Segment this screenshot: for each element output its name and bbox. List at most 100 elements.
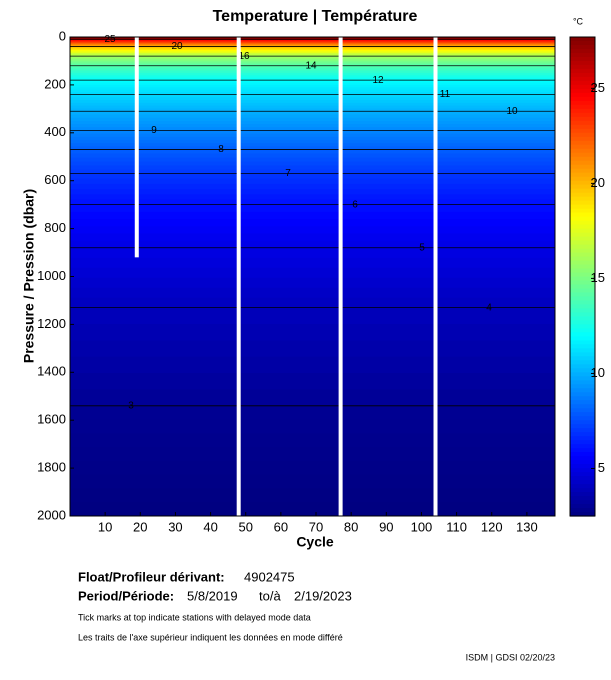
colorbar-step bbox=[570, 60, 595, 66]
colorbar-step bbox=[570, 84, 595, 90]
colorbar-step bbox=[570, 384, 595, 389]
band bbox=[70, 42, 555, 45]
colorbar-step bbox=[570, 416, 595, 421]
y-tick-label: 2000 bbox=[37, 507, 66, 522]
band bbox=[70, 60, 555, 64]
colorbar-step bbox=[570, 468, 595, 473]
band bbox=[70, 389, 555, 407]
band bbox=[70, 117, 555, 122]
colorbar-step bbox=[570, 52, 595, 58]
band bbox=[70, 59, 555, 62]
isotherm-label: 5 bbox=[419, 242, 425, 253]
band bbox=[70, 169, 555, 175]
colorbar-step bbox=[570, 300, 595, 306]
colorbar-step bbox=[570, 488, 595, 493]
colorbar-step bbox=[570, 328, 595, 333]
colorbar-step bbox=[570, 452, 595, 457]
period-sep: to/à bbox=[259, 588, 281, 603]
colorbar-tick-label: 20 bbox=[591, 175, 605, 190]
colorbar-step bbox=[570, 448, 595, 453]
isotherm-label: 7 bbox=[285, 168, 291, 179]
band bbox=[70, 87, 555, 91]
band bbox=[70, 46, 555, 49]
band bbox=[70, 194, 555, 200]
colorbar-tick-label: 5 bbox=[598, 460, 605, 475]
colorbar-step bbox=[570, 80, 595, 86]
band bbox=[70, 307, 555, 325]
missing-cycle bbox=[134, 37, 139, 258]
colorbar-step bbox=[570, 472, 595, 477]
colorbar-step bbox=[570, 208, 595, 214]
colorbar-step bbox=[570, 236, 595, 242]
colorbar-step bbox=[570, 184, 595, 190]
colorbar-step bbox=[570, 244, 595, 250]
colorbar-tick-label: 10 bbox=[591, 365, 605, 380]
x-tick-label: 60 bbox=[274, 519, 288, 534]
band bbox=[70, 130, 555, 135]
band bbox=[70, 105, 555, 109]
x-tick-label: 110 bbox=[446, 519, 467, 534]
x-tick-label: 120 bbox=[481, 519, 503, 534]
colorbar-step bbox=[570, 212, 595, 218]
colorbar-step bbox=[570, 272, 595, 278]
band bbox=[70, 324, 555, 341]
colorbar-step bbox=[570, 368, 595, 373]
band bbox=[70, 48, 555, 51]
y-tick-label: 1800 bbox=[37, 460, 66, 475]
float-label: Float/Profileur dérivant: bbox=[78, 569, 225, 584]
band bbox=[70, 153, 555, 159]
missing-cycle bbox=[433, 37, 438, 516]
colorbar-step bbox=[570, 428, 595, 433]
isotherm-label: 14 bbox=[305, 60, 317, 71]
y-tick-label: 800 bbox=[44, 220, 66, 235]
x-tick-label: 20 bbox=[133, 519, 147, 534]
y-tick-label: 200 bbox=[44, 76, 66, 91]
colorbar-step bbox=[570, 412, 595, 417]
colorbar-step bbox=[570, 136, 595, 142]
colorbar-step bbox=[570, 276, 595, 282]
isotherm-label: 9 bbox=[151, 125, 157, 136]
colorbar-step bbox=[570, 124, 595, 130]
colorbar-step bbox=[570, 344, 595, 349]
band bbox=[70, 108, 555, 112]
colorbar-step bbox=[570, 64, 595, 70]
note-fr: Les traits de l'axe supérieur indiquent … bbox=[78, 632, 343, 642]
band bbox=[70, 77, 555, 81]
colorbar-step bbox=[570, 352, 595, 357]
colorbar-step bbox=[570, 128, 595, 134]
isotherm-label: 6 bbox=[352, 199, 358, 210]
colorbar-step bbox=[570, 96, 595, 102]
colorbar-step bbox=[570, 508, 595, 513]
isotherm-label: 11 bbox=[440, 89, 451, 100]
band bbox=[70, 70, 555, 74]
colorbar-step bbox=[570, 168, 595, 174]
colorbar-step bbox=[570, 152, 595, 158]
colorbar-step bbox=[570, 356, 595, 361]
colorbar-step bbox=[570, 312, 595, 318]
colorbar-step bbox=[570, 144, 595, 150]
colorbar-step bbox=[570, 112, 595, 118]
colorbar-unit: °C bbox=[573, 16, 584, 26]
colorbar-step bbox=[570, 316, 595, 322]
colorbar: 5 10 15 20 25 bbox=[569, 36, 605, 517]
band bbox=[70, 120, 555, 125]
colorbar-step bbox=[570, 456, 595, 461]
band bbox=[70, 62, 555, 65]
band-bottom bbox=[70, 474, 555, 489]
y-tick-label: 1600 bbox=[37, 412, 66, 427]
colorbar-step bbox=[570, 372, 595, 377]
band bbox=[70, 149, 555, 155]
colorbar-step bbox=[570, 404, 595, 409]
colorbar-step bbox=[570, 228, 595, 234]
colorbar-step bbox=[570, 284, 595, 290]
band bbox=[70, 80, 555, 84]
isotherm-label: 3 bbox=[128, 400, 134, 411]
colorbar-step bbox=[570, 360, 595, 365]
colorbar-step bbox=[570, 37, 595, 42]
colorbar-step bbox=[570, 500, 595, 505]
isotherm-label: 8 bbox=[218, 144, 224, 155]
colorbar-step bbox=[570, 484, 595, 489]
band bbox=[70, 143, 555, 147]
colorbar-step bbox=[570, 512, 595, 517]
x-tick-label: 100 bbox=[411, 519, 433, 534]
